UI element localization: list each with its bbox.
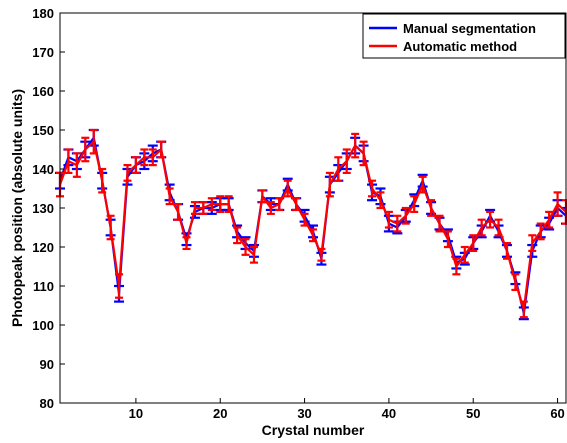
error-bar	[89, 128, 98, 155]
error-bar	[325, 171, 334, 198]
x-tick-label: 40	[382, 406, 396, 421]
y-tick-label: 90	[40, 357, 54, 372]
y-tick-label: 150	[32, 123, 54, 138]
x-tick-label: 20	[213, 406, 227, 421]
series-automatic-method	[56, 128, 567, 319]
error-bar	[224, 195, 233, 213]
error-bar	[342, 148, 351, 174]
error-bar	[157, 140, 166, 159]
error-bar	[190, 201, 199, 215]
error-bar	[477, 218, 486, 237]
legend-label: Automatic method	[403, 39, 517, 54]
error-bar	[283, 179, 292, 198]
error-bar	[418, 175, 427, 194]
error-bar	[427, 199, 436, 217]
y-tick-label: 120	[32, 240, 54, 255]
series-layer	[55, 128, 567, 321]
error-bar	[241, 238, 250, 256]
x-tick-label: 60	[550, 406, 564, 421]
error-bar	[258, 189, 267, 204]
y-tick-label: 110	[33, 279, 54, 294]
error-bar	[140, 148, 149, 167]
x-tick-label: 30	[297, 406, 311, 421]
error-bar	[486, 210, 495, 229]
y-tick-label: 130	[32, 201, 54, 216]
error-bar	[275, 197, 284, 212]
error-bar	[317, 247, 326, 262]
y-tick-label: 80	[40, 396, 54, 411]
error-bar	[182, 236, 191, 251]
legend-label: Manual segmentation	[403, 21, 536, 36]
error-bar	[115, 273, 124, 299]
error-bar	[300, 212, 309, 227]
error-bar	[106, 214, 115, 241]
error-bar	[519, 300, 528, 319]
error-bar	[216, 195, 225, 213]
error-bar	[469, 234, 478, 252]
error-bar	[98, 167, 107, 194]
error-bar	[460, 245, 469, 264]
error-bar	[131, 156, 140, 174]
error-bar	[452, 257, 461, 276]
error-bar	[536, 222, 545, 241]
error-bar	[502, 242, 511, 260]
y-tick-label: 100	[32, 318, 54, 333]
error-bar	[494, 218, 503, 237]
error-bar	[393, 214, 402, 233]
error-bar	[545, 210, 554, 229]
x-tick-label: 10	[129, 406, 143, 421]
axes: 80 90 100 110 120 130 140 150 160 170 180 10 20 30 40 5…	[32, 6, 565, 421]
error-bar	[309, 228, 317, 243]
error-bar	[401, 206, 410, 225]
error-bar	[351, 132, 360, 159]
legend-box	[362, 13, 566, 59]
error-bar	[81, 136, 90, 163]
error-bar	[165, 187, 174, 206]
error-bar	[368, 179, 377, 198]
error-bar	[148, 148, 157, 167]
error-bar	[123, 164, 132, 182]
error-bar	[553, 191, 562, 217]
y-tick-label: 170	[32, 45, 54, 60]
y-tick-label: 180	[32, 6, 54, 21]
error-bar	[174, 203, 183, 221]
error-bar	[292, 197, 301, 212]
error-bar	[64, 148, 73, 174]
x-axis-label: Crystal number	[262, 422, 365, 438]
error-bar	[435, 214, 444, 233]
error-bar	[334, 156, 343, 182]
error-bar	[384, 210, 393, 229]
error-bar	[410, 195, 419, 213]
error-bar	[72, 152, 81, 178]
error-bar	[266, 201, 275, 215]
y-axis-label: Photopeak position (absolute units)	[9, 89, 25, 327]
error-bar	[199, 201, 208, 215]
error-bar	[528, 234, 537, 252]
y-tick-label: 140	[32, 162, 54, 177]
error-bar	[207, 197, 216, 212]
plot-frame	[59, 12, 567, 404]
error-bar	[376, 191, 385, 210]
x-tick-label: 50	[466, 406, 480, 421]
error-bar	[233, 226, 242, 245]
error-bar	[443, 230, 452, 249]
legend: Manual segmentation Automatic method	[362, 13, 566, 59]
y-tick-label: 160	[32, 84, 54, 99]
error-bar	[249, 245, 258, 264]
error-bar	[359, 140, 368, 167]
error-bar	[511, 273, 520, 291]
